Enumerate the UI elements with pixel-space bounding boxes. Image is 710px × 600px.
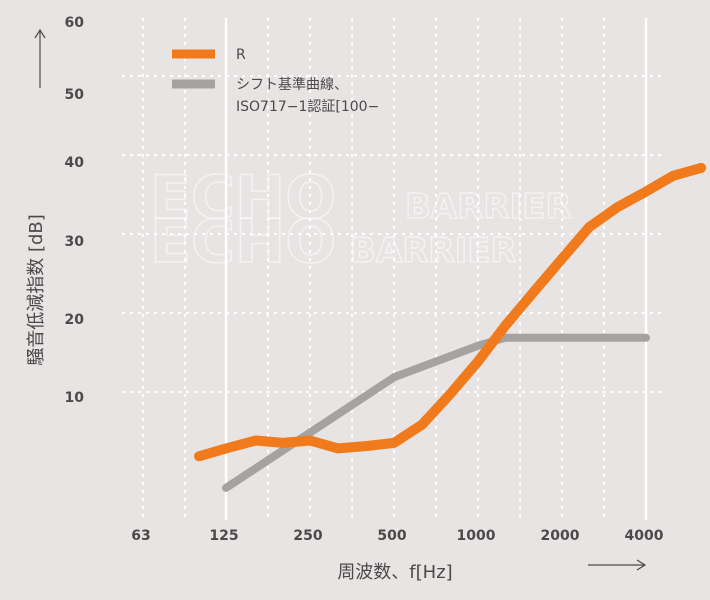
watermark: ECHO BARRIER ECHO BARRIER <box>149 162 572 278</box>
series-lines <box>194 162 707 492</box>
y-tick-40: 40 <box>65 155 85 171</box>
y-tick-10: 10 <box>65 390 85 406</box>
x-tick-500: 500 <box>377 528 406 544</box>
x-tick-250: 250 <box>293 528 322 544</box>
legend: R シフト基準曲線、 ISO717−1認証[100− <box>172 47 379 115</box>
legend-label-shifted-reference-line2: ISO717−1認証[100− <box>236 99 379 115</box>
y-axis-title: 騒音低減指数 [dB] <box>26 214 47 366</box>
y-tick-50: 50 <box>65 87 85 103</box>
y-tick-20: 20 <box>65 312 85 328</box>
x-tick-63: 63 <box>131 528 150 544</box>
watermark-text: ECHO <box>150 163 336 233</box>
watermark-text: ECHO <box>150 207 336 277</box>
y-tick-60: 60 <box>65 15 85 31</box>
x-tick-2000: 2000 <box>541 528 580 544</box>
x-tick-1000: 1000 <box>457 528 496 544</box>
x-axis-title: 周波数、f[Hz] <box>337 562 452 583</box>
legend-label-r: R <box>236 47 246 63</box>
series-line-shifted-reference <box>222 333 650 492</box>
x-tick-4000: 4000 <box>625 528 664 544</box>
series-line-r <box>194 162 707 462</box>
x-axis-arrow-icon <box>588 559 647 571</box>
y-axis-arrow-icon <box>34 28 46 88</box>
x-axis-ticks: 63 125 250 500 1000 2000 4000 <box>131 528 664 544</box>
y-tick-30: 30 <box>65 234 85 250</box>
legend-label-shifted-reference-line1: シフト基準曲線、 <box>236 76 348 93</box>
x-tick-125: 125 <box>209 528 238 544</box>
y-axis-ticks: 10 20 30 40 50 60 <box>65 15 85 406</box>
watermark-text: BARRIER <box>405 187 572 227</box>
watermark-text: BARRIER <box>350 231 517 271</box>
